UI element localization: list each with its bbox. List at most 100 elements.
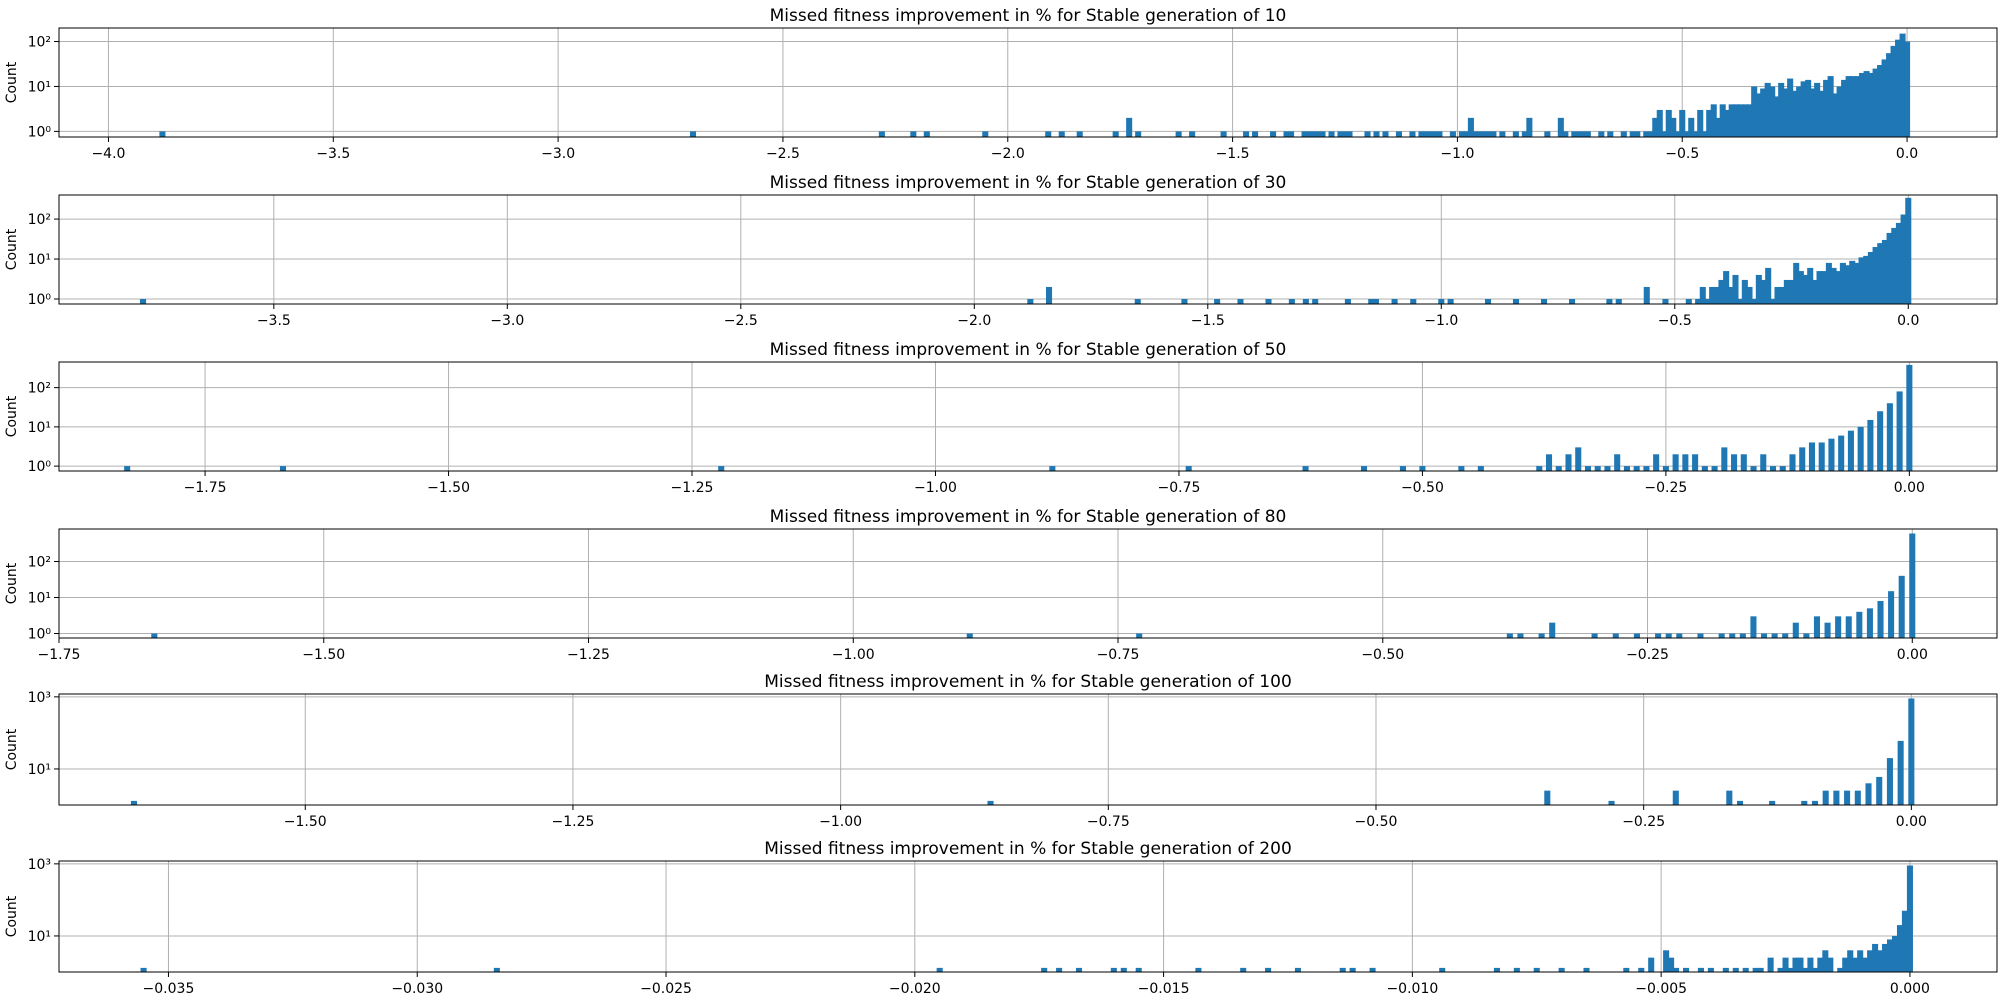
x-tick-label: −0.75 <box>1087 814 1130 830</box>
histogram-bar <box>1135 131 1142 137</box>
histogram-bar <box>1135 967 1142 972</box>
histogram-bar <box>1692 131 1699 137</box>
histogram-bar <box>1544 790 1551 805</box>
histogram-bar <box>1555 466 1562 471</box>
y-tick-label: 10⁰ <box>28 459 52 475</box>
y-tick-label: 10² <box>28 35 51 51</box>
histogram-bar <box>1349 967 1356 972</box>
histogram-bar <box>493 967 500 972</box>
x-tick-label: −0.010 <box>1386 981 1438 997</box>
histogram-bar <box>1319 131 1326 137</box>
histogram-bar <box>1850 76 1857 137</box>
histogram-bar <box>1800 81 1807 137</box>
y-tick-label: 10² <box>28 381 51 397</box>
y-tick-label: 10¹ <box>28 420 51 436</box>
histogram-bar <box>1732 274 1739 304</box>
histogram-bar <box>1793 262 1800 304</box>
histogram-bar <box>1692 454 1699 471</box>
histogram-bar <box>1890 45 1897 137</box>
histogram-bar <box>1824 622 1831 638</box>
histogram-bar <box>1662 466 1669 471</box>
histogram-bar <box>1769 466 1777 471</box>
histogram-bar <box>1771 633 1778 638</box>
histogram-bar <box>1715 117 1722 137</box>
histogram-bar <box>1302 299 1309 304</box>
histogram-bar <box>1895 39 1902 137</box>
histogram-bar <box>1580 131 1587 137</box>
histogram-bar <box>1710 104 1717 137</box>
histogram-bar <box>1545 454 1553 471</box>
histogram-bar <box>936 967 943 972</box>
histogram-bar <box>1787 78 1794 137</box>
histogram-bar <box>1185 466 1192 471</box>
histogram-bar <box>1436 131 1443 137</box>
axes-frame <box>58 693 1998 806</box>
histogram-bar <box>1648 957 1655 972</box>
histogram-bar <box>1315 131 1322 137</box>
x-tick-label: 0.0 <box>1896 146 1918 162</box>
histogram-bar <box>1876 776 1883 805</box>
y-tick-label: 10¹ <box>28 762 51 778</box>
histogram-bar <box>1668 957 1675 972</box>
histogram-bar <box>1872 943 1879 972</box>
y-axis-label: Count <box>4 728 20 770</box>
histogram-bar <box>1301 131 1308 137</box>
histogram-bar <box>1369 967 1376 972</box>
histogram-bar <box>1214 299 1221 304</box>
histogram-bar <box>1409 131 1416 137</box>
histogram-bar <box>1741 279 1748 304</box>
histogram-bar <box>1533 967 1540 972</box>
histogram-bar <box>1655 633 1662 638</box>
histogram-bar <box>1076 131 1083 137</box>
histogram-bar <box>1733 104 1740 137</box>
histogram-bar <box>1724 109 1731 137</box>
histogram-bar <box>1633 633 1640 638</box>
histogram-bar <box>1591 633 1598 638</box>
x-tick-label: −1.25 <box>671 480 714 496</box>
histogram-bar <box>1240 967 1247 972</box>
histogram-bar <box>1769 800 1776 805</box>
y-tick-label: 10¹ <box>28 252 51 268</box>
histogram-bar <box>1797 271 1804 304</box>
histogram-bar <box>1075 967 1083 972</box>
histogram-bar <box>1857 950 1864 972</box>
histogram-bar <box>1302 466 1309 471</box>
histogram-bar <box>1891 935 1899 972</box>
histogram-bar <box>1220 131 1227 137</box>
histogram-bar <box>1399 466 1406 471</box>
histogram-bar <box>1765 267 1772 304</box>
histogram-bar <box>1513 967 1520 972</box>
histogram-bar <box>1120 967 1127 972</box>
histogram-bar <box>1449 131 1456 137</box>
histogram-bar <box>1832 93 1839 137</box>
histogram-bar <box>1799 447 1806 471</box>
histogram-bar <box>1615 299 1622 304</box>
histogram-bar <box>923 131 930 137</box>
histogram-bar <box>1697 633 1704 638</box>
histogram-bar <box>1812 967 1819 972</box>
histogram-bar <box>982 131 989 137</box>
histogram-bar <box>1364 131 1371 137</box>
histogram-bar <box>1742 104 1749 137</box>
y-axis-label: Count <box>4 228 20 270</box>
histogram-bar <box>1536 466 1543 471</box>
histogram-bar <box>1612 633 1619 638</box>
y-tick-label: 10¹ <box>28 591 51 607</box>
histogram-bar <box>1887 939 1894 972</box>
x-tick-label: −0.25 <box>1626 647 1669 663</box>
histogram-bar <box>1782 957 1789 972</box>
histogram-bar <box>1853 262 1860 304</box>
histogram-bar <box>1830 267 1837 304</box>
histogram-bar <box>1704 299 1711 304</box>
histogram-bar <box>1900 214 1907 304</box>
histogram-bar <box>1713 286 1720 304</box>
x-tick-label: −0.50 <box>1401 480 1444 496</box>
histogram-bar <box>1797 957 1804 972</box>
histogram-bar <box>1697 967 1704 972</box>
histogram-bar <box>1512 299 1520 304</box>
histogram-bar <box>1683 131 1690 137</box>
histogram-bar <box>1706 109 1713 137</box>
histogram-bar <box>1827 76 1834 137</box>
histogram-bar <box>1789 454 1796 471</box>
histogram-bar <box>1431 131 1438 137</box>
